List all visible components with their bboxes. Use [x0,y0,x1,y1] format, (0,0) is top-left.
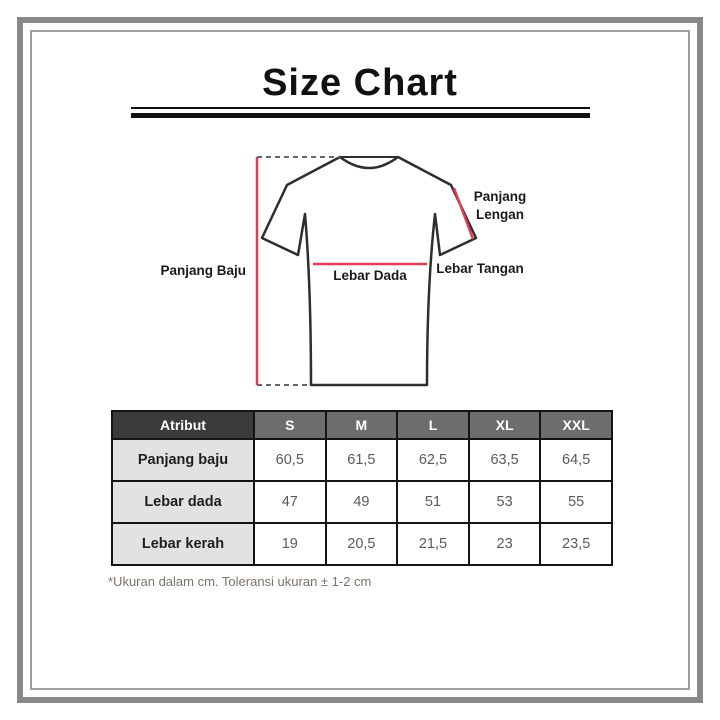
size-table: Atribut S M L XL XXL Panjang baju 60,5 6… [111,410,613,566]
cell-value: 51 [396,480,470,524]
label-panjang-baju: Panjang Baju [160,263,246,278]
cell-value: 23 [467,522,542,566]
sleeve-length-measure-line [452,187,475,240]
label-panjang-lengan-line1: Panjang [473,189,527,204]
cell-value: 61,5 [324,438,399,482]
cell-value: 19 [253,522,327,566]
cell-value: 20,5 [324,522,399,566]
table-row-panjang-baju: Panjang baju 60,5 61,5 62,5 63,5 64,5 [111,438,613,482]
column-header-size-l: L [396,410,470,440]
table-row-lebar-dada: Lebar dada 47 49 51 53 55 [111,480,613,524]
size-table-header-row: Atribut S M L XL XXL [111,410,613,440]
cell-value: 63,5 [467,438,542,482]
cell-value: 21,5 [396,522,470,566]
page-title: Size Chart [262,62,458,104]
label-lebar-dada: Lebar Dada [333,268,407,283]
column-header-size-m: M [324,410,399,440]
cell-value: 23,5 [539,522,613,566]
cell-value: 60,5 [253,438,327,482]
cell-value: 53 [467,480,542,524]
cell-value: 55 [539,480,613,524]
label-lebar-tangan: Lebar Tangan [436,261,524,276]
size-tolerance-footnote: *Ukuran dalam cm. Toleransi ukuran ± 1-2… [108,574,372,589]
cell-value: 47 [253,480,327,524]
title-divider-thick-line [131,113,590,118]
table-row-lebar-kerah: Lebar kerah 19 20,5 21,5 23 23,5 [111,522,613,566]
title-divider [131,107,590,118]
column-header-atribut: Atribut [111,410,255,440]
column-header-size-xl: XL [467,410,542,440]
cell-value: 49 [324,480,399,524]
cell-value: 62,5 [396,438,470,482]
column-header-size-xxl: XXL [539,410,613,440]
row-label: Lebar kerah [111,522,255,566]
tshirt-outline [260,155,478,387]
title-divider-thin-line [131,107,590,109]
column-header-size-s: S [253,410,327,440]
row-label: Lebar dada [111,480,255,524]
label-panjang-lengan: Panjang Lengan [458,188,542,224]
label-panjang-lengan-line2: Lengan [475,207,524,222]
row-label: Panjang baju [111,438,255,482]
cell-value: 64,5 [539,438,613,482]
